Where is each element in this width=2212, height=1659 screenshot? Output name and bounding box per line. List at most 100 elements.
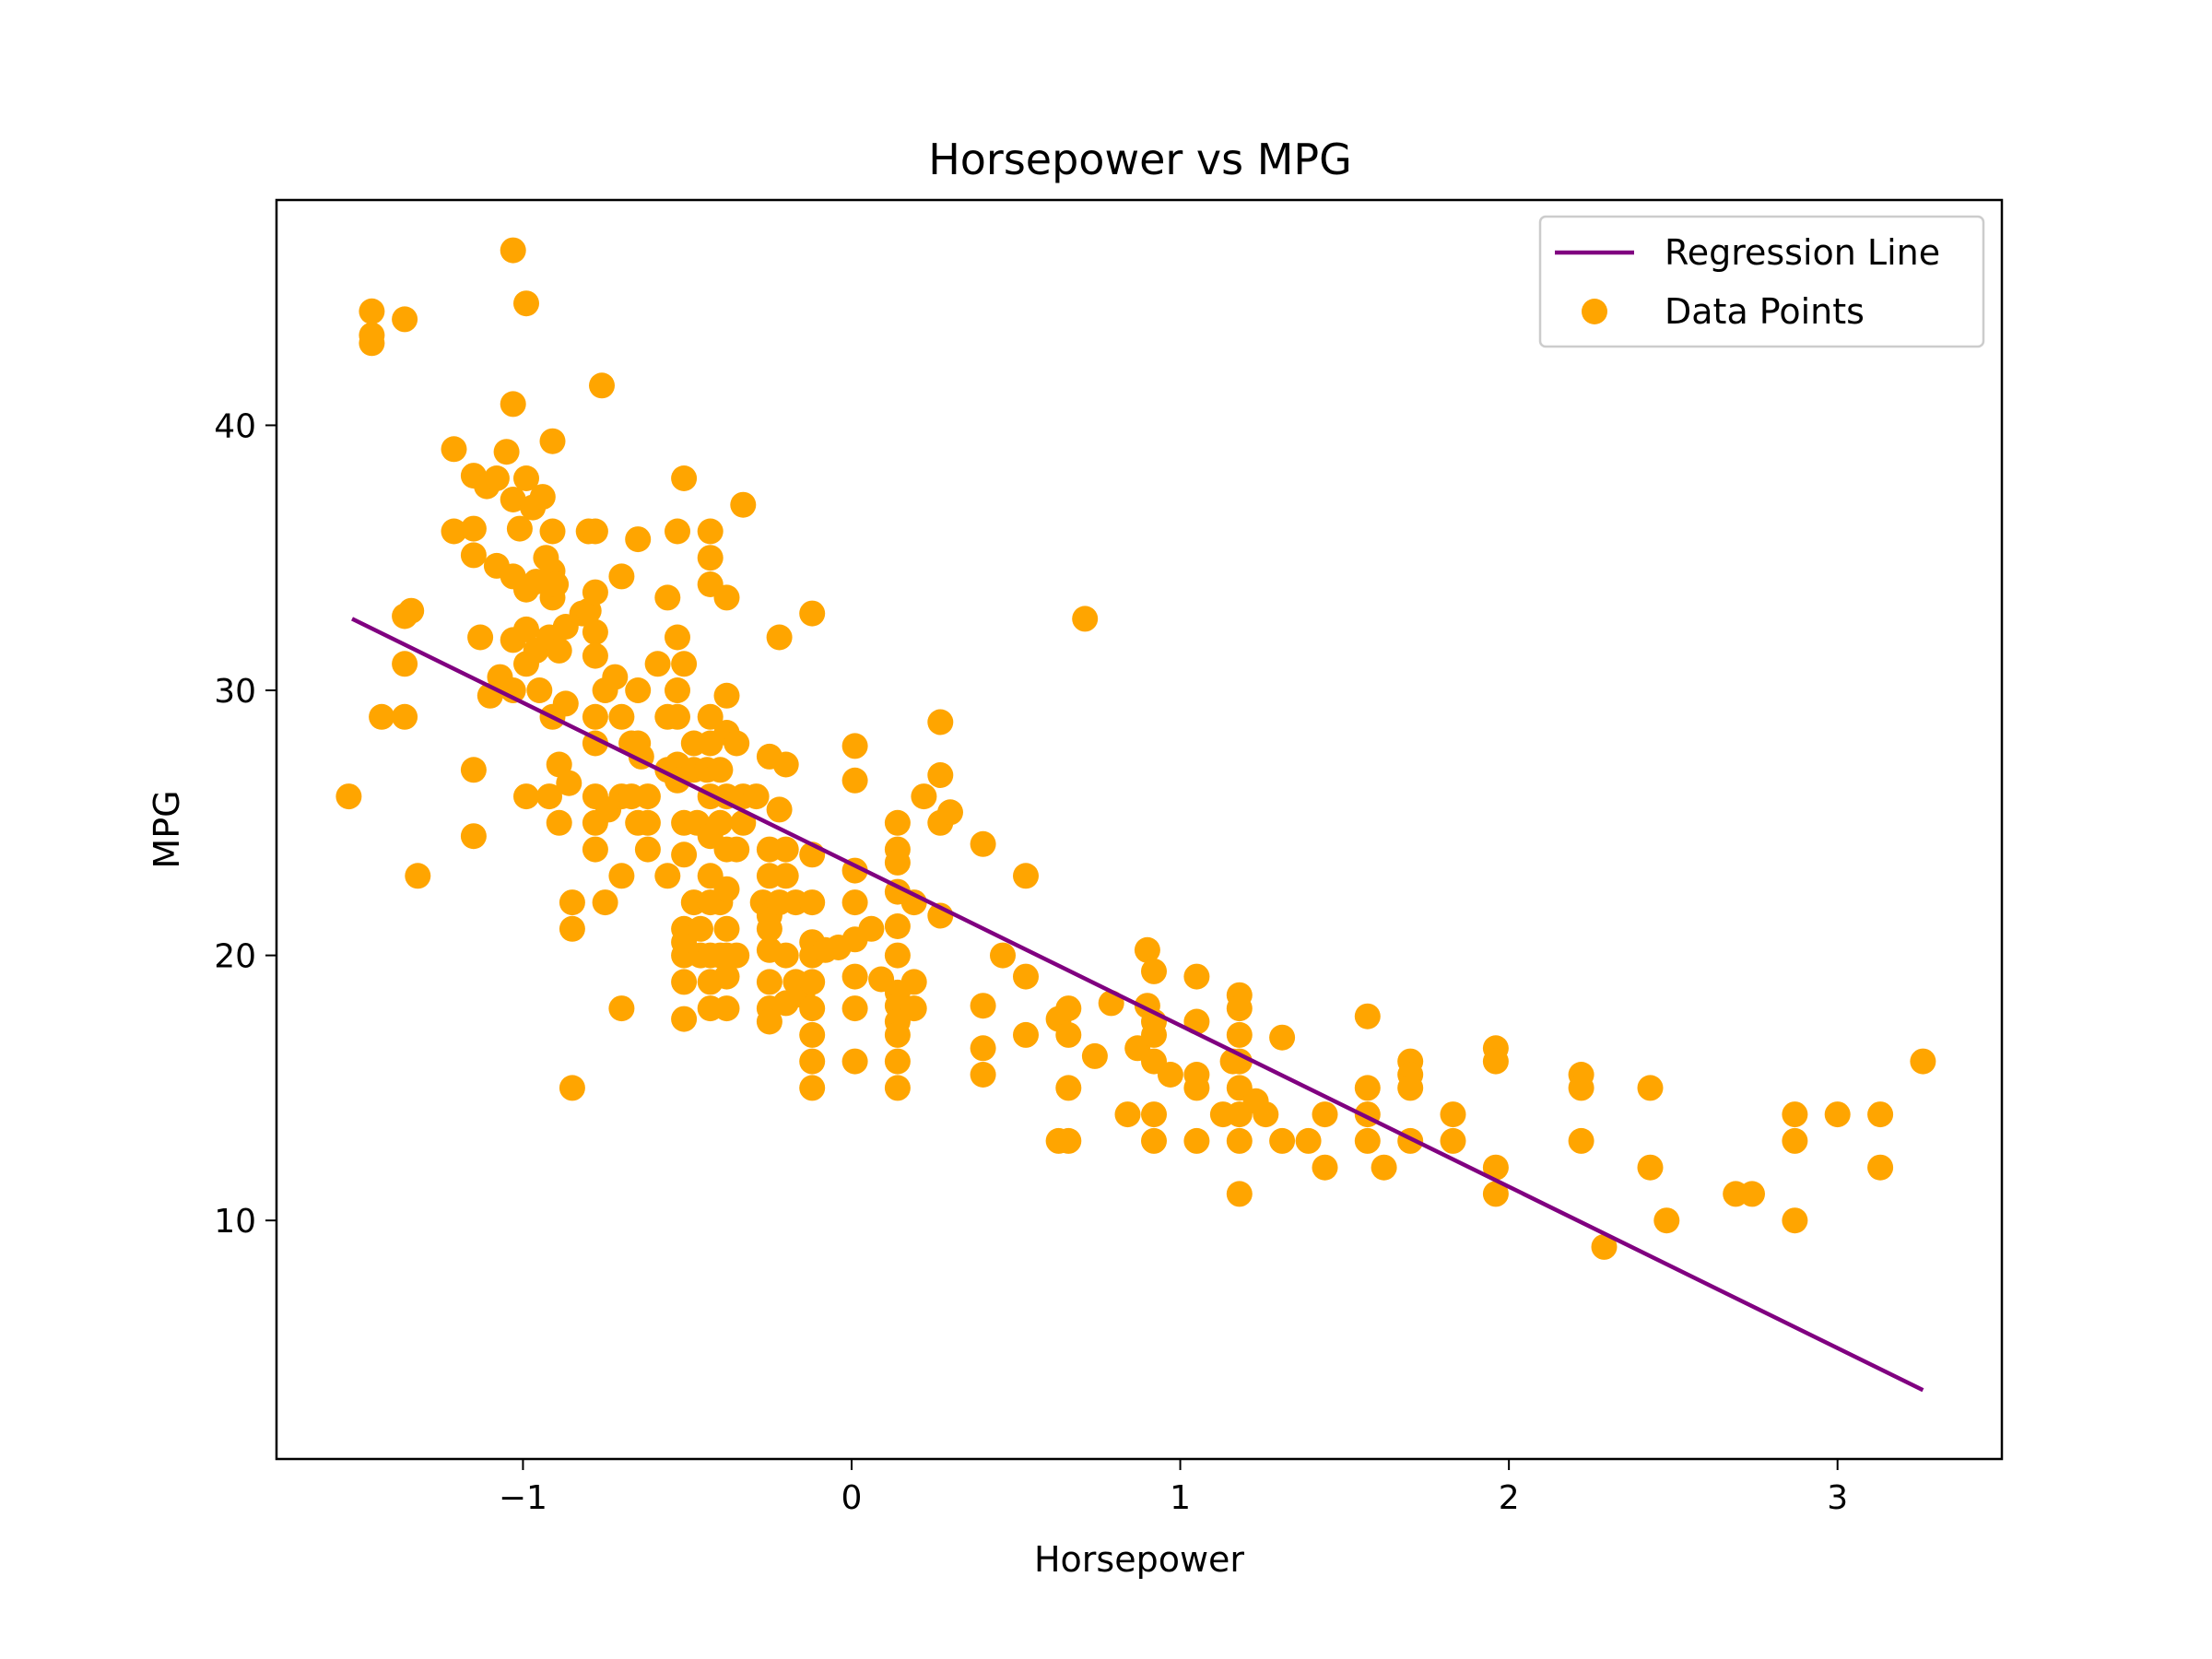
- data-point: [841, 963, 868, 990]
- axes-frame: [275, 198, 2004, 1461]
- x-axis-label: Horsepower: [1034, 1539, 1244, 1580]
- data-point: [654, 863, 681, 889]
- data-point: [559, 1075, 585, 1101]
- data-point: [724, 836, 750, 863]
- data-point: [608, 703, 635, 730]
- data-point: [335, 783, 362, 810]
- data-point: [724, 942, 750, 969]
- data-point: [1867, 1154, 1894, 1181]
- data-point: [799, 889, 826, 916]
- data-point: [1072, 606, 1099, 632]
- data-point: [602, 664, 629, 690]
- data-point: [1183, 963, 1210, 990]
- data-point: [1637, 1154, 1664, 1181]
- data-point: [1482, 1048, 1509, 1075]
- data-point: [369, 703, 395, 730]
- data-point: [513, 616, 539, 642]
- data-point: [392, 703, 418, 730]
- data-point: [1226, 1048, 1253, 1075]
- data-point: [1141, 958, 1167, 984]
- x-tick-label: 3: [1827, 1479, 1848, 1517]
- data-point: [927, 762, 954, 788]
- data-point: [359, 330, 385, 357]
- data-point: [884, 849, 911, 876]
- data-point: [884, 942, 911, 969]
- data-point: [513, 783, 539, 810]
- data-point: [654, 584, 681, 611]
- data-point: [713, 682, 740, 709]
- data-point: [1141, 1127, 1167, 1154]
- data-point: [884, 1048, 911, 1075]
- data-point: [665, 518, 690, 545]
- data-point: [441, 436, 467, 463]
- data-point: [841, 1048, 868, 1075]
- data-point: [772, 942, 799, 969]
- data-point: [1055, 1021, 1082, 1048]
- y-tick-label: 20: [214, 938, 256, 976]
- data-point: [1312, 1101, 1338, 1128]
- data-point: [688, 915, 713, 942]
- data-point: [539, 518, 566, 545]
- data-point: [608, 995, 635, 1022]
- data-point: [841, 733, 868, 759]
- data-point: [1591, 1233, 1618, 1260]
- data-point: [730, 809, 757, 836]
- data-point: [1653, 1207, 1680, 1234]
- data-point: [671, 969, 698, 995]
- data-point: [858, 915, 885, 942]
- data-point: [644, 651, 671, 677]
- data-point: [359, 298, 385, 324]
- data-point: [543, 571, 570, 597]
- data-point: [405, 863, 431, 889]
- data-point: [1013, 963, 1039, 990]
- data-point: [665, 703, 690, 730]
- data-point: [582, 703, 608, 730]
- data-point: [799, 1021, 826, 1048]
- data-point: [766, 624, 793, 651]
- data-point: [1253, 1101, 1279, 1128]
- data-point: [799, 995, 826, 1022]
- data-point: [1226, 1127, 1253, 1154]
- data-point: [799, 1048, 826, 1075]
- data-point: [1782, 1207, 1808, 1234]
- data-point: [743, 783, 770, 810]
- data-point: [392, 306, 418, 333]
- data-point: [559, 889, 585, 916]
- data-point: [1371, 1154, 1397, 1181]
- y-axis: 10 20 30 40: [214, 407, 276, 1241]
- data-point: [697, 545, 724, 571]
- data-point: [713, 915, 740, 942]
- data-point: [1114, 1101, 1141, 1128]
- data-point: [506, 515, 533, 542]
- data-point: [772, 751, 799, 778]
- data-point: [799, 1075, 826, 1101]
- data-point: [1157, 1062, 1183, 1088]
- data-point: [460, 823, 487, 850]
- data-point: [1482, 1181, 1509, 1207]
- data-point: [1134, 936, 1160, 963]
- y-tick-label: 10: [214, 1203, 256, 1241]
- data-point: [634, 836, 661, 863]
- data-point: [970, 1035, 996, 1062]
- data-point: [1568, 1075, 1594, 1101]
- data-point: [625, 526, 652, 553]
- data-point: [625, 677, 652, 703]
- data-point: [707, 757, 734, 783]
- data-point: [724, 730, 750, 757]
- data-point: [582, 518, 608, 545]
- data-point: [730, 491, 757, 518]
- data-point: [1226, 1181, 1253, 1207]
- y-tick-label: 40: [214, 407, 256, 445]
- data-point: [671, 841, 698, 868]
- data-point: [671, 1006, 698, 1032]
- data-point: [1867, 1101, 1894, 1128]
- x-tick-label: 2: [1499, 1479, 1520, 1517]
- data-point: [608, 563, 635, 590]
- data-point: [900, 995, 927, 1022]
- data-point: [900, 969, 927, 995]
- x-tick-label: −1: [499, 1479, 547, 1517]
- regression-line: [351, 617, 1924, 1393]
- data-point: [483, 465, 510, 491]
- data-point: [799, 600, 826, 627]
- data-point: [772, 836, 799, 863]
